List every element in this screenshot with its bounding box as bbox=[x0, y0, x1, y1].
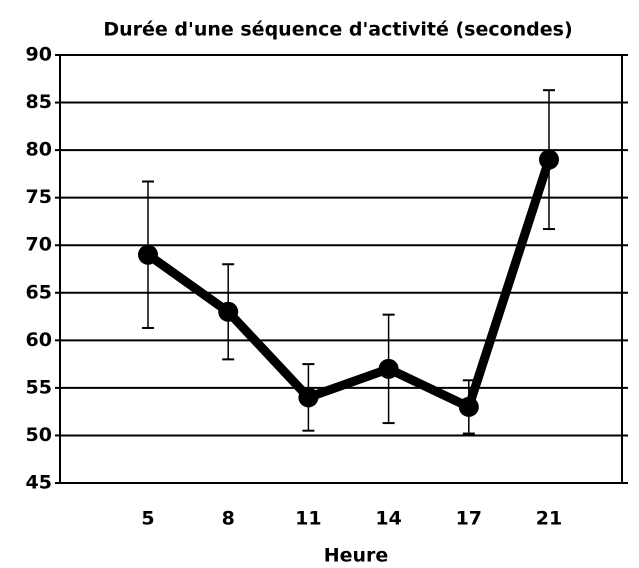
y-tick-label: 90 bbox=[26, 44, 52, 66]
y-tick-label: 65 bbox=[26, 281, 52, 303]
point bbox=[138, 244, 158, 265]
y-tick-label: 75 bbox=[26, 186, 52, 208]
x-tick-label: 14 bbox=[375, 508, 401, 530]
point bbox=[298, 387, 319, 408]
point bbox=[218, 301, 239, 322]
point bbox=[378, 358, 399, 379]
y-tick-label: 45 bbox=[26, 472, 52, 494]
y-tick-label: 80 bbox=[26, 139, 52, 161]
point bbox=[458, 396, 479, 417]
line bbox=[145, 158, 554, 412]
y-tick-label: 50 bbox=[26, 424, 52, 446]
x-tick-label: 21 bbox=[536, 508, 562, 530]
y-tick-label: 55 bbox=[26, 376, 52, 398]
x-axis-label: Heure bbox=[324, 545, 389, 567]
y-tick-label: 85 bbox=[26, 91, 52, 113]
x-tick-label: 8 bbox=[222, 508, 235, 530]
chart-title: Durée d'une séquence d'activité (seconde… bbox=[103, 19, 572, 41]
point bbox=[539, 149, 559, 170]
x-tick-label: 5 bbox=[141, 508, 154, 530]
y-tick-label: 60 bbox=[26, 329, 52, 351]
x-tick-label: 11 bbox=[295, 508, 321, 530]
y-tick-label: 70 bbox=[26, 234, 52, 256]
x-tick-label: 17 bbox=[456, 508, 482, 530]
